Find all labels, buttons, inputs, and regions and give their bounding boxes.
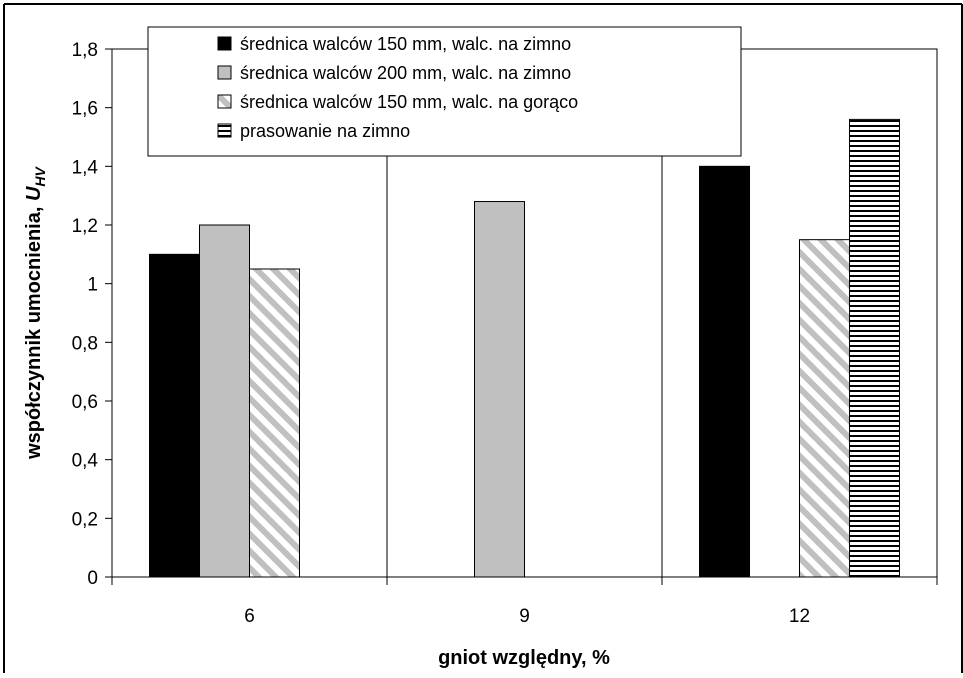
legend-label: średnica walców 150 mm, walc. na gorąco xyxy=(240,92,578,112)
bar xyxy=(474,201,526,578)
bar xyxy=(199,224,251,578)
x-axis-title: gniot względny, % xyxy=(438,647,610,669)
bar xyxy=(249,268,300,578)
x-axis: 6 9 12 xyxy=(111,577,938,627)
y-tick-label: 0 xyxy=(87,568,98,589)
bars xyxy=(149,118,900,578)
legend-label: średnica walców 150 mm, walc. na zimno xyxy=(240,34,571,54)
y-tick-label: 0,6 xyxy=(72,392,98,413)
legend-swatch xyxy=(217,94,232,109)
y-axis: 0 0,2 0,4 0,6 0,8 1 1,2 1,4 1,6 1,8 xyxy=(72,40,112,589)
legend: średnica walców 150 mm, walc. na zimno śr… xyxy=(147,26,742,157)
y-tick-label: 1,6 xyxy=(72,99,98,120)
y-axis-title-symbol: U xyxy=(23,186,45,201)
bar xyxy=(799,239,850,578)
legend-swatch xyxy=(217,65,232,80)
x-tick-label: 6 xyxy=(244,606,255,627)
legend-swatch xyxy=(217,36,232,51)
y-tick-label: 0,4 xyxy=(72,451,99,472)
y-tick-label: 1 xyxy=(87,275,98,296)
y-tick-label: 0,2 xyxy=(72,509,98,530)
y-tick-label: 1,2 xyxy=(72,216,98,237)
y-tick-label: 1,8 xyxy=(72,40,98,61)
bar xyxy=(699,165,751,578)
x-tick-label: 9 xyxy=(519,606,530,627)
bar xyxy=(848,118,900,578)
legend-swatch xyxy=(217,123,232,138)
legend-label: prasowanie na zimno xyxy=(240,121,410,141)
x-tick-label: 12 xyxy=(789,606,810,627)
y-tick-label: 1,4 xyxy=(72,157,99,178)
y-axis-title: współczynnik umocnienia, UHV xyxy=(23,165,48,459)
legend-box xyxy=(147,26,742,157)
legend-label: średnica walców 200 mm, walc. na zimno xyxy=(240,63,571,83)
y-tick-label: 0,8 xyxy=(72,333,98,354)
bar xyxy=(149,253,201,578)
y-axis-title-subscript: HV xyxy=(32,165,48,186)
y-axis-title-main: współczynnik umocnienia, xyxy=(23,201,45,460)
